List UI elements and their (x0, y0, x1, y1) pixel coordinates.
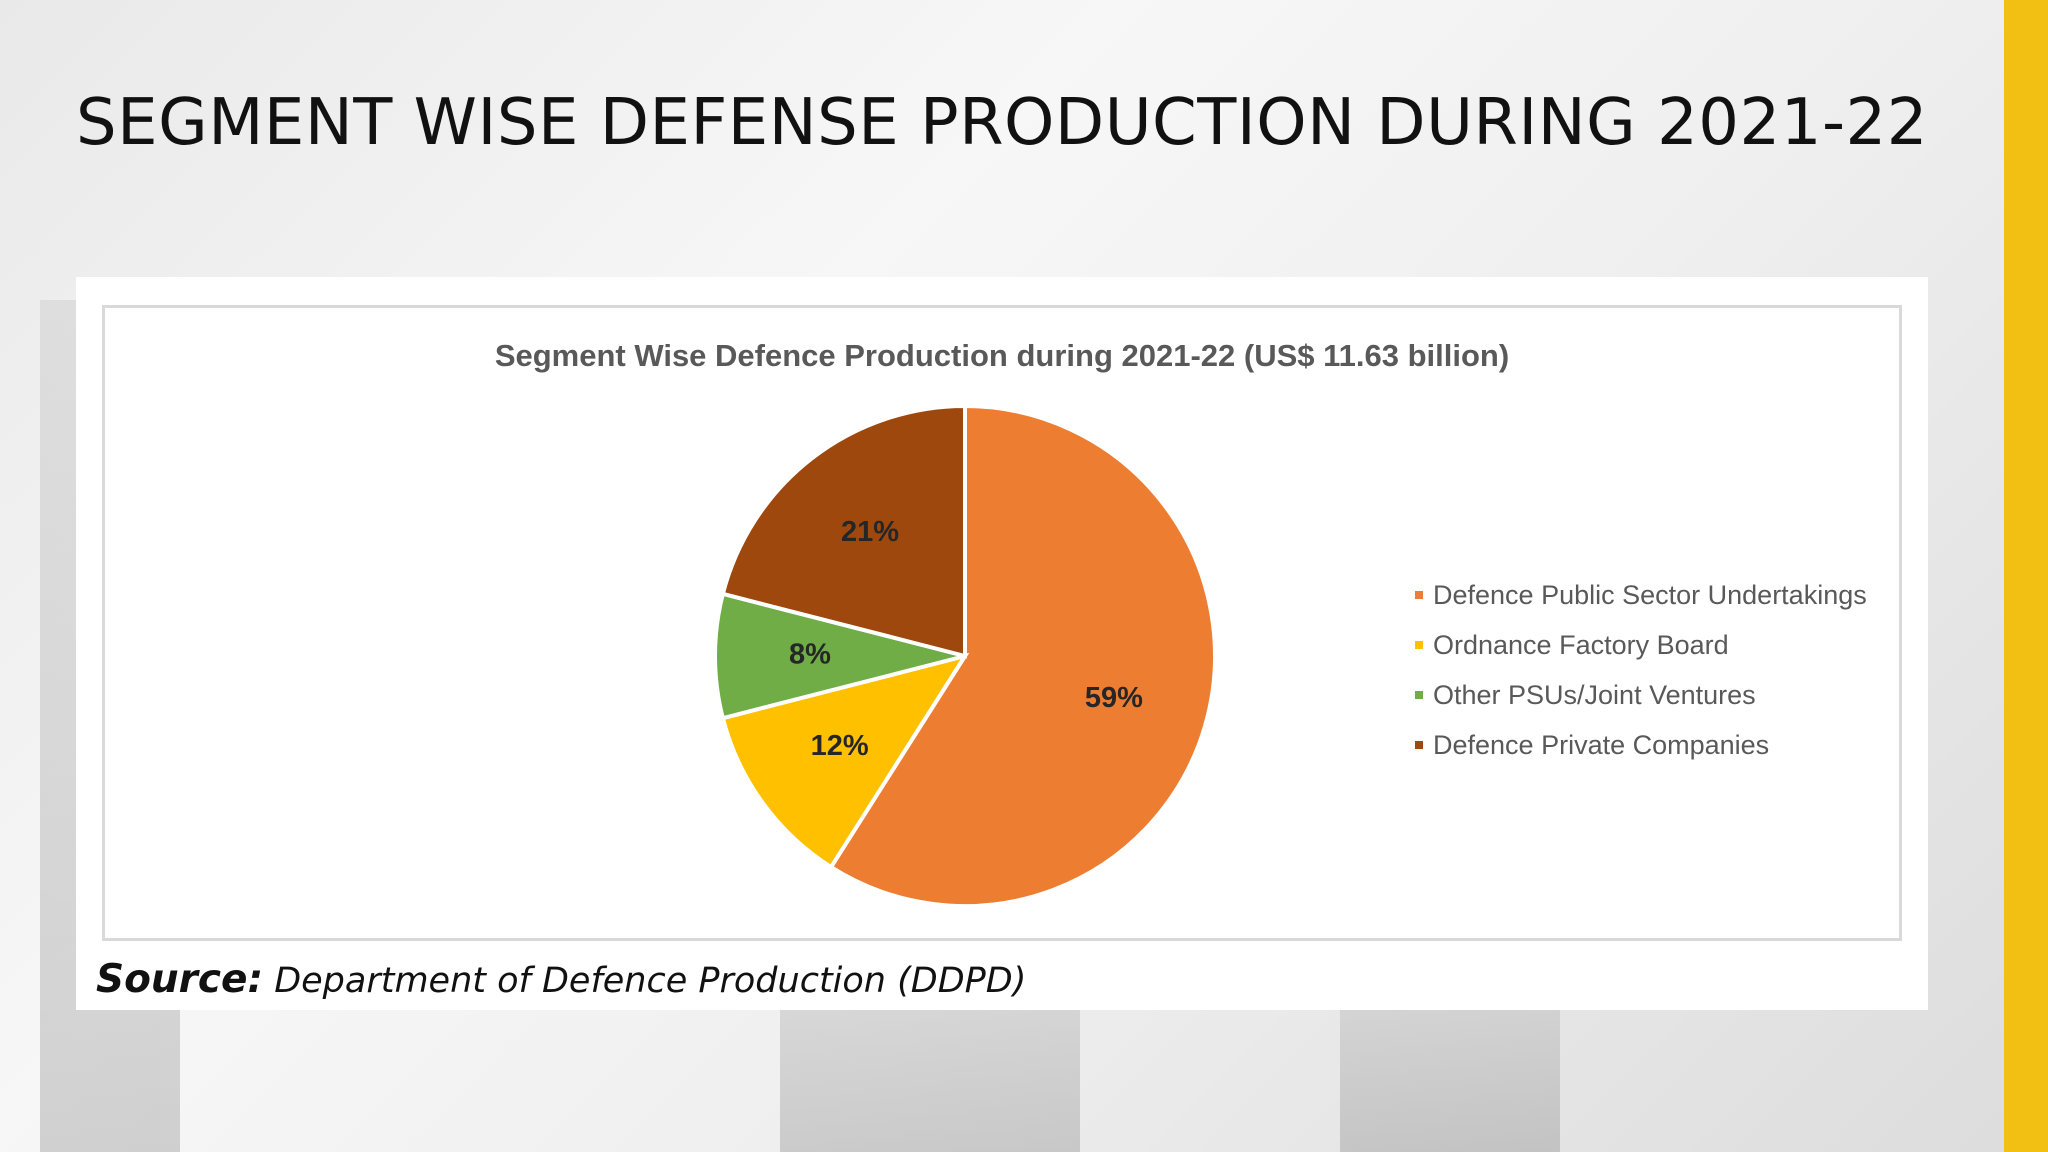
pie-slice (828, 403, 1217, 908)
source-line: Source: Department of Defence Production… (96, 957, 1026, 1002)
legend-label: Defence Private Companies (1433, 729, 1770, 760)
legend-label: Defence Public Sector Undertakings (1433, 579, 1867, 610)
slide-title: SEGMENT WISE DEFENSE PRODUCTION DURING 2… (76, 86, 1928, 160)
legend-swatch (1415, 591, 1423, 599)
pie-data-label: 59% (1085, 682, 1143, 714)
chart-title: Segment Wise Defence Production during 2… (494, 338, 1510, 373)
legend-swatch (1415, 641, 1423, 649)
pie-data-label: 8% (789, 639, 831, 671)
pie-data-label: 12% (811, 730, 869, 762)
source-label: Source: (96, 957, 264, 1002)
accent-bar (2004, 0, 2048, 1152)
chart-card: Segment Wise Defence Production during 2… (76, 277, 1928, 1010)
pie-slice (713, 591, 966, 721)
legend-label: Other PSUs/Joint Ventures (1433, 679, 1756, 710)
pie-data-label: 21% (841, 516, 899, 548)
chart-legend: Defence Public Sector Undertakings Ordnan… (1415, 570, 1867, 770)
legend-item: Defence Private Companies (1415, 720, 1867, 770)
legend-label: Ordnance Factory Board (1433, 629, 1729, 660)
source-text: Department of Defence Production (DDPD) (274, 961, 1027, 1001)
pie-slice (720, 403, 967, 659)
pie-chart: 59% 12% 8% 21% (713, 403, 1217, 908)
legend-item: Ordnance Factory Board (1415, 620, 1867, 670)
legend-swatch (1415, 691, 1423, 699)
legend-swatch (1415, 741, 1423, 749)
legend-item: Other PSUs/Joint Ventures (1415, 670, 1867, 720)
legend-item: Defence Public Sector Undertakings (1415, 570, 1867, 620)
pie-slice (720, 652, 970, 870)
chart-frame: Segment Wise Defence Production during 2… (102, 305, 1902, 941)
